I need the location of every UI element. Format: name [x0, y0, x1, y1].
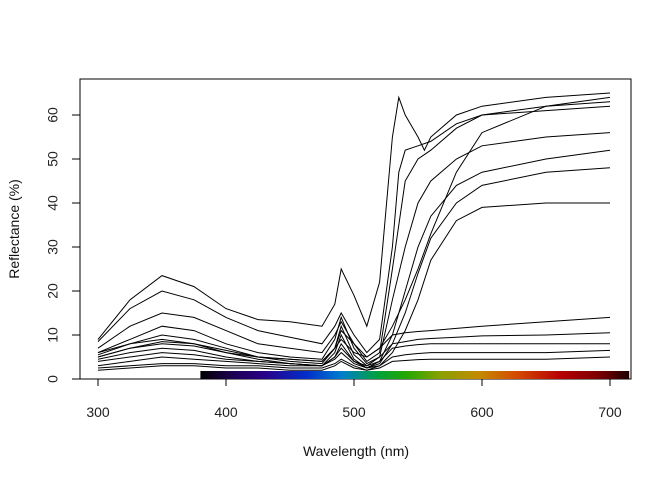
series-line-12 — [97, 349, 611, 371]
x-tick-label-1: 300 — [86, 404, 110, 420]
x-axis-label: Wavelength (nm) — [303, 443, 409, 459]
series-line-2 — [97, 105, 611, 354]
series-line-5 — [97, 167, 611, 369]
series-line-9 — [97, 316, 611, 362]
spectrum-bar — [200, 371, 630, 379]
series-line-13 — [97, 356, 611, 371]
series-line-1 — [97, 92, 611, 340]
series-line-8 — [97, 101, 611, 363]
y-axis-label: Reflectance (%) — [6, 179, 22, 279]
y-tick-label-6: 50 — [45, 151, 61, 167]
x-tick-label-5: 700 — [598, 404, 622, 420]
series-line-11 — [97, 343, 610, 369]
x-tick-label-4: 600 — [470, 404, 494, 420]
x-tick-label-3: 500 — [342, 404, 366, 420]
y-axis: 0 10 20 30 40 50 60 — [45, 107, 80, 383]
x-tick-label-2: 400 — [214, 404, 238, 420]
y-tick-label-3: 20 — [45, 283, 61, 299]
series-line-4 — [97, 149, 611, 367]
y-tick-label-1: 0 — [45, 375, 61, 383]
series-group — [97, 92, 611, 371]
y-tick-label-5: 40 — [45, 195, 61, 211]
plot-frame — [79, 78, 632, 380]
x-axis: 300 400 500 600 700 — [86, 379, 622, 420]
series-line-10 — [97, 332, 611, 367]
y-tick-label-7: 60 — [45, 107, 61, 123]
y-tick-label-4: 30 — [45, 239, 61, 255]
series-line-3 — [97, 132, 611, 365]
y-tick-label-2: 10 — [45, 327, 61, 343]
